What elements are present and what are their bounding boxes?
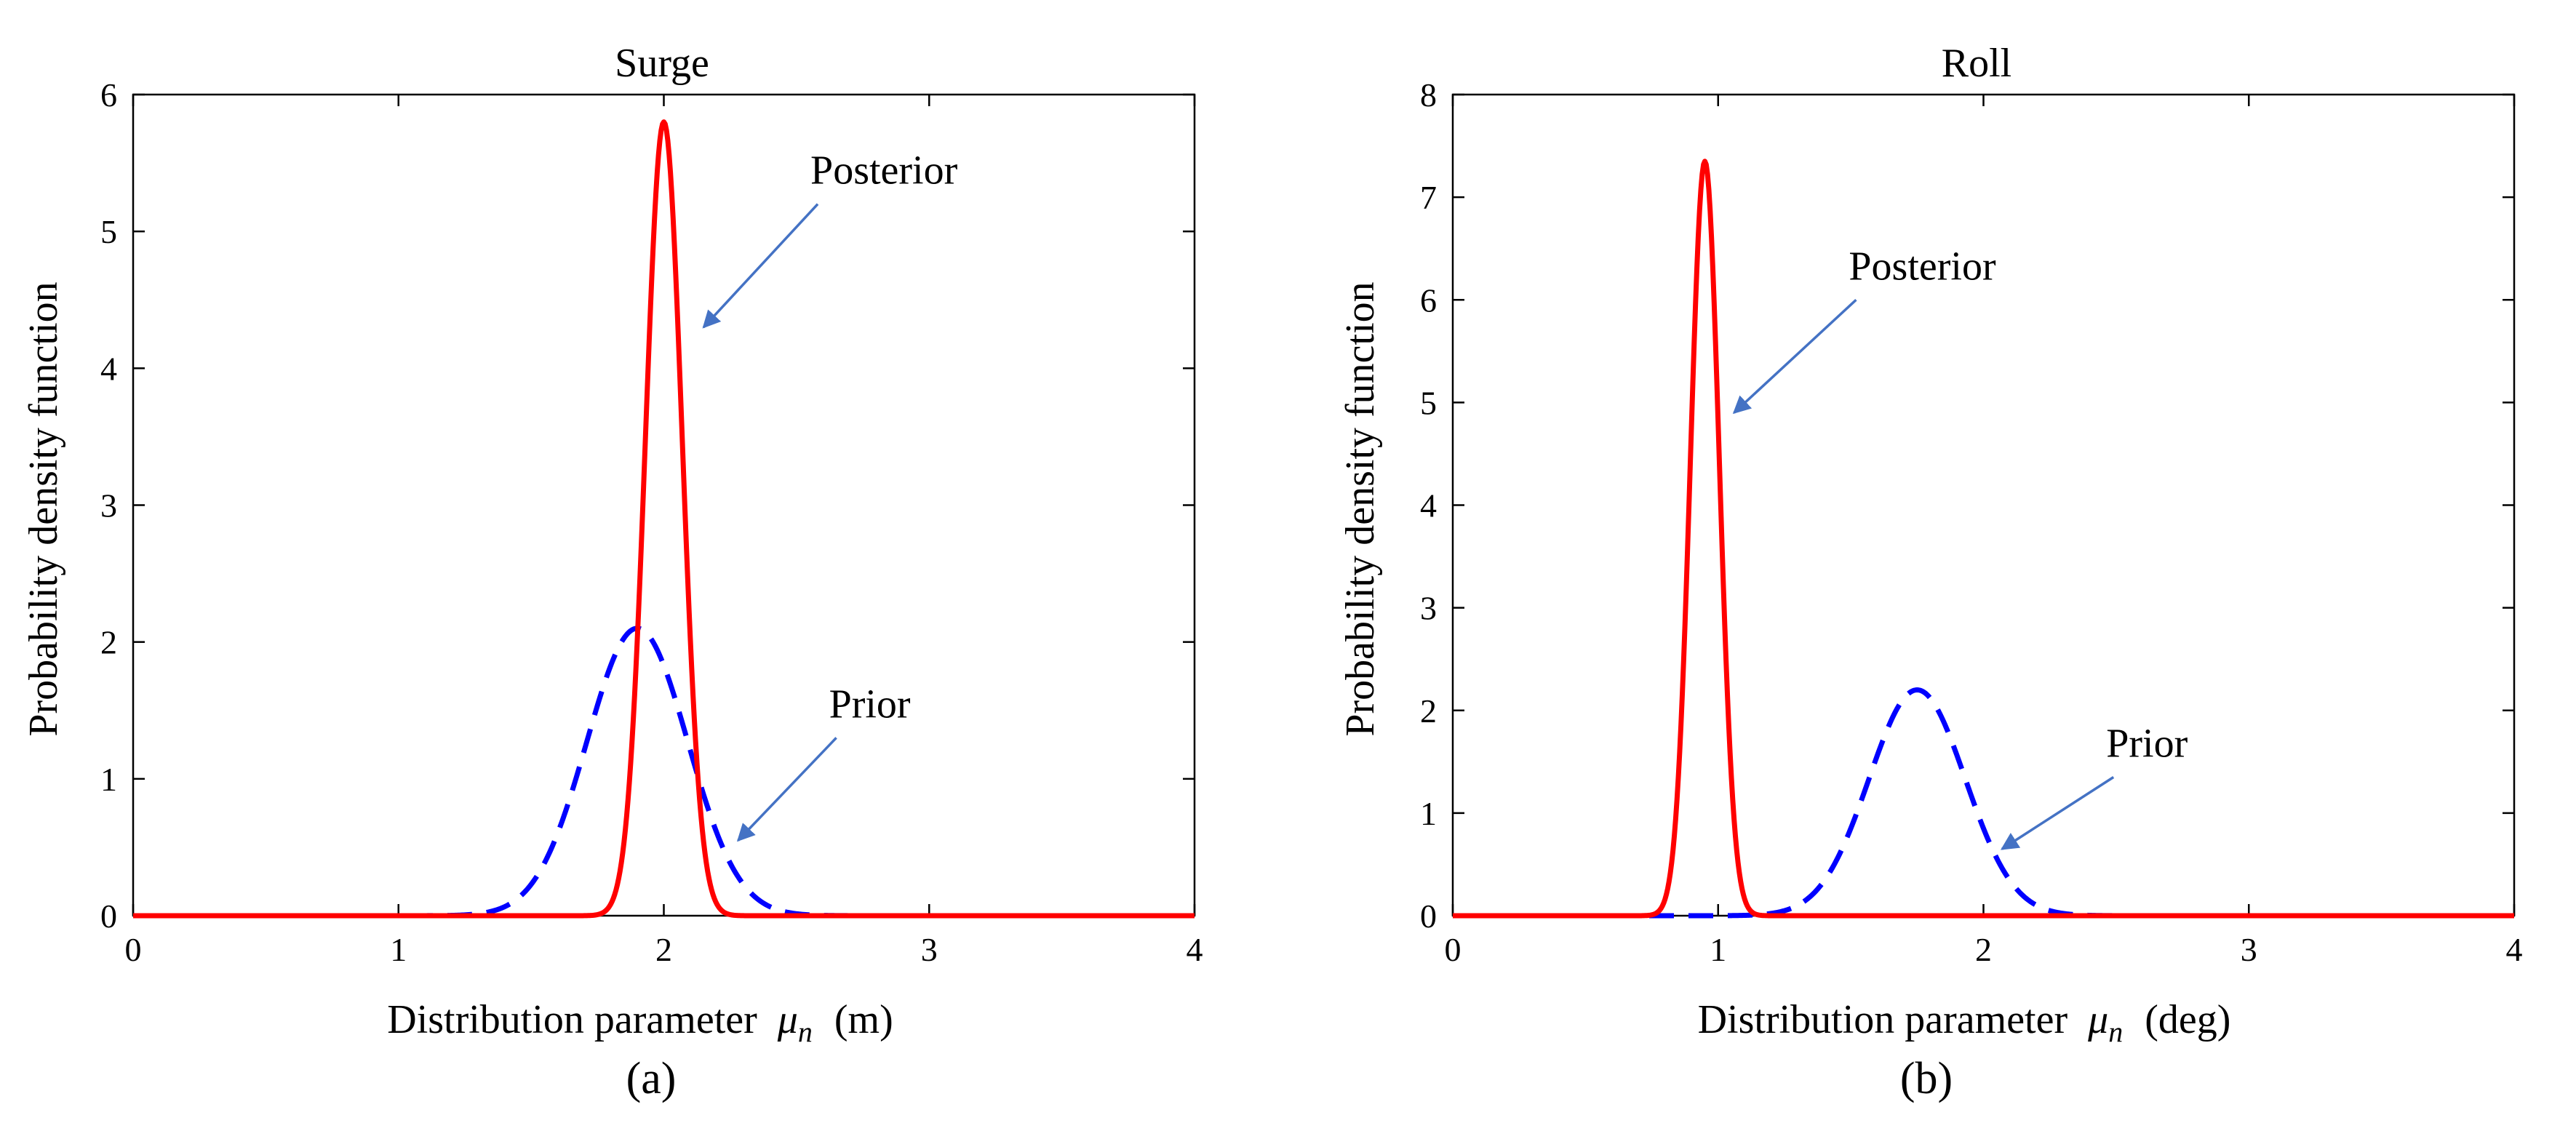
- annotation-arrow: [1732, 298, 1857, 415]
- y-tick-label: 4: [100, 350, 117, 387]
- y-tick-label: 0: [1420, 898, 1437, 935]
- x-tick-label: 3: [921, 931, 938, 968]
- x-axis-label-prefix: Distribution parameter: [1698, 997, 2068, 1042]
- x-axis-label-subscript: n: [2108, 1015, 2123, 1048]
- x-axis-label-unit: (deg): [2145, 997, 2230, 1042]
- annotation-arrow: [736, 737, 837, 842]
- x-tick-label: 4: [1187, 931, 1203, 968]
- x-axis-label-symbol: μ: [2087, 997, 2108, 1042]
- y-tick-label: 6: [1420, 281, 1437, 319]
- y-tick-label: 0: [100, 898, 117, 935]
- chart-title: Surge: [615, 41, 709, 86]
- x-axis-label: Distribution parameter μn (deg): [1698, 997, 2231, 1051]
- panel-caption: (b): [1900, 1054, 1953, 1103]
- plot-area: 0 1 2 3 4 0 1 2 3 4 5 6 7 8 Posterior Prior: [1420, 76, 2523, 968]
- y-tick-label: 3: [1420, 590, 1437, 627]
- x-axis-label-prefix: Distribution parameter: [387, 997, 757, 1042]
- series-posterior-line: [1451, 159, 2516, 919]
- chart-panel-b: Roll 0 1 2 3 4 0 1 2 3 4 5 6 7 8 Posterior Prior Probab…: [1338, 41, 2523, 1103]
- series-posterior-line: [132, 119, 1196, 919]
- y-tick-label: 7: [1420, 179, 1437, 216]
- x-tick-label: 2: [655, 931, 672, 968]
- x-axis-label-subscript: n: [798, 1015, 813, 1048]
- y-tick-label: 5: [1420, 384, 1437, 421]
- x-tick-label: 3: [2241, 931, 2257, 968]
- y-tick-label: 1: [100, 761, 117, 798]
- x-tick-label: 0: [1445, 931, 1462, 968]
- x-axis-label-symbol: μ: [777, 997, 798, 1042]
- annotation-arrow: [702, 203, 819, 329]
- annotation-posterior-label: Posterior: [1849, 244, 1996, 289]
- annotation-prior-label: Prior: [2106, 721, 2188, 766]
- annotation-posterior-label: Posterior: [810, 148, 958, 193]
- x-tick-label: 1: [1710, 931, 1726, 968]
- y-tick-label: 5: [100, 213, 117, 250]
- x-tick-label: 2: [1975, 931, 1992, 968]
- series-prior-line: [132, 626, 1196, 919]
- y-tick-label: 8: [1420, 76, 1437, 113]
- y-tick-label: 6: [100, 76, 117, 113]
- chart-panel-a: Surge 0 1 2 3 4 0 1 2 3 4 5 6 Posterior Prior Probabi…: [21, 41, 1203, 1103]
- x-tick-label: 4: [2506, 931, 2523, 968]
- y-tick-label: 1: [1420, 795, 1437, 832]
- x-tick-label: 1: [390, 931, 407, 968]
- x-tick-label: 0: [125, 931, 142, 968]
- annotation-arrow: [2000, 776, 2115, 850]
- x-axis-label-unit: (m): [834, 997, 893, 1042]
- y-tick-label: 2: [1420, 692, 1437, 730]
- x-axis-label: Distribution parameter μn (m): [387, 997, 893, 1051]
- axes-frame: [132, 93, 1196, 917]
- chart-title: Roll: [1942, 41, 2011, 86]
- plot-area: 0 1 2 3 4 0 1 2 3 4 5 6 Posterior Prior: [100, 76, 1203, 968]
- y-tick-label: 4: [1420, 487, 1437, 524]
- y-axis-label: Probability density function: [1338, 281, 1383, 736]
- axes-frame: [1451, 93, 2516, 917]
- y-axis-label: Probability density function: [21, 281, 66, 736]
- annotation-prior-label: Prior: [829, 682, 911, 727]
- panel-caption: (a): [626, 1054, 677, 1103]
- y-tick-label: 2: [100, 624, 117, 661]
- y-tick-label: 3: [100, 487, 117, 524]
- series-prior-line: [1451, 687, 2516, 919]
